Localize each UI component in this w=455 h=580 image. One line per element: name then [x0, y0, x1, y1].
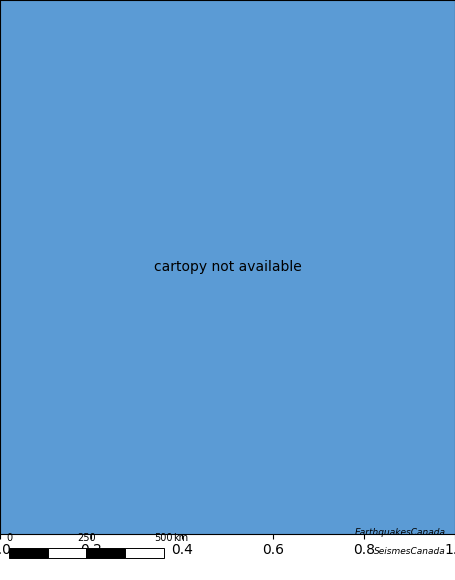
Bar: [125, 548, 164, 558]
Bar: [48, 548, 86, 558]
Text: cartopy not available: cartopy not available: [154, 260, 301, 274]
Bar: [86, 548, 125, 558]
Text: km: km: [173, 534, 188, 543]
Text: 250: 250: [77, 534, 96, 543]
Text: EarthquakesCanada: EarthquakesCanada: [355, 528, 446, 537]
Bar: [9, 548, 48, 558]
Text: SeismesCanada: SeismesCanada: [374, 548, 446, 556]
Text: 0: 0: [6, 534, 12, 543]
Text: 500: 500: [155, 534, 173, 543]
